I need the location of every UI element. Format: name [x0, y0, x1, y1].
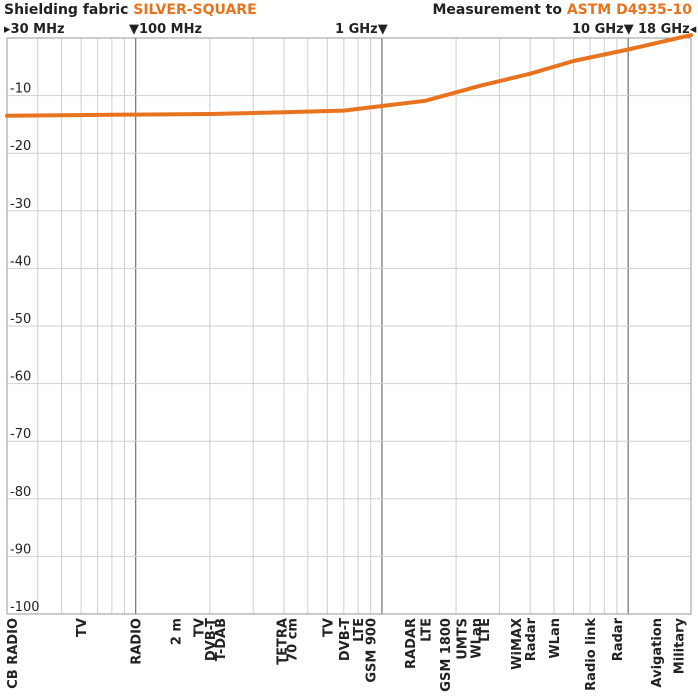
y-tick-label: -100 [10, 600, 40, 615]
standard-name: ASTM D4935-10 [566, 2, 692, 18]
y-tick-label: -90 [10, 542, 31, 557]
band-label: WiMAX [510, 618, 525, 670]
freq-label-100mhz: 100 MHz [139, 22, 203, 37]
band-label: DVB-T [204, 618, 219, 661]
band-label: UMTS [455, 618, 470, 660]
freq-marker-30mhz: ▸30 MHz [4, 22, 65, 37]
band-label: Radar [524, 617, 539, 661]
band-label: 2 m [169, 618, 184, 645]
product-name: SILVER-SQUARE [133, 2, 257, 18]
band-label: Military [672, 617, 687, 674]
band-label: WLan [470, 618, 485, 659]
band-label: Avigation [650, 618, 665, 687]
band-label: LTE [352, 618, 367, 642]
freq-label-10ghz: 10 GHz [572, 22, 624, 37]
freq-marker-100mhz: ▼100 MHz [129, 22, 202, 37]
y-tick-label: -80 [10, 485, 31, 500]
freq-label-30mhz: 30 MHz [10, 22, 65, 37]
band-label: TETRA [275, 618, 290, 665]
band-label: CB RADIO [6, 618, 21, 689]
freq-label-18ghz: 18 GHz [638, 22, 690, 37]
band-label: GSM 1800 [439, 618, 454, 692]
band-label: TV [193, 618, 208, 637]
chart-subtitle: Measurement to ASTM D4935-10 [432, 2, 692, 18]
freq-marker-10ghz: 10 GHz▼ [572, 22, 634, 37]
plot-border [6, 37, 692, 615]
down-arrow-icon: ▼ [129, 22, 139, 37]
left-arrow-icon: ◂ [689, 22, 697, 37]
band-label: LTE [478, 618, 493, 642]
y-tick-label: -70 [10, 427, 31, 442]
freq-marker-18ghz: 18 GHz◂ [638, 22, 696, 37]
band-label: LTE [419, 618, 434, 642]
series-line [5, 33, 693, 118]
y-tick-label: -10 [10, 82, 31, 97]
y-tick-label: -50 [10, 312, 31, 327]
y-tick-label: -30 [10, 197, 31, 212]
band-label: Radio link [584, 618, 599, 691]
freq-marker-1ghz: 1 GHz▼ [335, 22, 388, 37]
y-tick-label: -20 [10, 139, 31, 154]
chart-title: Shielding fabric SILVER-SQUARE [4, 2, 257, 18]
band-label: DVB-T [338, 618, 353, 661]
freq-label-1ghz: 1 GHz [335, 22, 378, 37]
band-label: TV [75, 618, 90, 637]
subtitle-prefix: Measurement to [432, 2, 562, 18]
band-label: 70 cm [286, 618, 301, 662]
down-arrow-icon: ▼ [377, 22, 388, 37]
title-prefix: Shielding fabric [4, 2, 129, 18]
band-label: RADAR [404, 618, 419, 669]
band-label: GSM 900 [365, 618, 380, 683]
band-label: RADIO [130, 618, 145, 665]
band-label: WLan [548, 618, 563, 659]
down-arrow-icon: ▼ [623, 22, 634, 37]
band-label: TV [321, 618, 336, 637]
band-label: T-DAB [214, 618, 229, 661]
y-tick-label: -40 [10, 254, 31, 269]
y-tick-label: -60 [10, 370, 31, 385]
band-label: Radar [611, 617, 626, 661]
right-arrow-icon: ▸ [4, 22, 11, 37]
